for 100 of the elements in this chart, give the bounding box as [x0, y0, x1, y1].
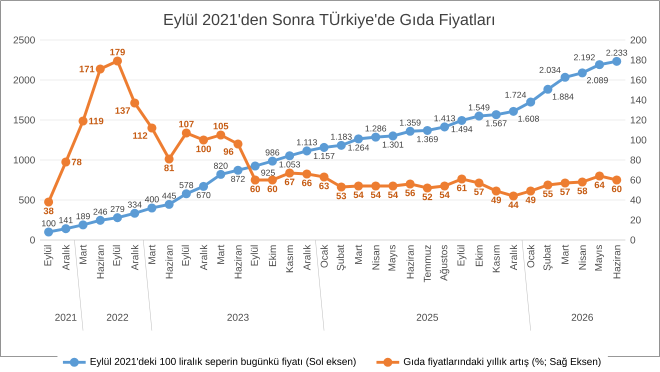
- point: [371, 132, 380, 142]
- data-label: 986: [266, 149, 280, 156]
- point: [147, 123, 156, 132]
- point: [216, 130, 226, 140]
- data-label: 78: [72, 158, 82, 166]
- data-label: 105: [214, 122, 228, 130]
- data-label: 53: [336, 192, 346, 200]
- point: [44, 197, 54, 206]
- data-label: 279: [110, 206, 124, 212]
- x-tick-label: Mayıs: [595, 244, 604, 270]
- point: [199, 182, 208, 191]
- point: [354, 181, 364, 190]
- x-tick-label: Haziran: [234, 245, 242, 278]
- point: [612, 56, 622, 66]
- x-tick-label: Eylül: [457, 245, 466, 266]
- y2-tick-label: 20: [630, 216, 641, 224]
- text: 2023: [227, 314, 249, 321]
- x-tick-label: Mart: [562, 244, 569, 264]
- y-tick-label: 2000: [14, 76, 35, 84]
- point: [440, 181, 450, 190]
- text: 2021: [55, 314, 76, 321]
- point: [560, 72, 570, 82]
- point: [578, 177, 587, 186]
- y2-tick-label: 120: [630, 116, 646, 124]
- point: [147, 203, 156, 212]
- point: [96, 216, 105, 225]
- data-label: 1.157: [314, 152, 334, 159]
- data-label: 1.567: [486, 120, 507, 126]
- data-label: 1.884: [552, 93, 574, 100]
- legend-label: Eylül 2021'deki 100 liralık seperin bugünkü fiyatı (Sol eksen): [90, 358, 356, 367]
- point: [560, 178, 570, 188]
- point: [336, 182, 346, 192]
- point: [164, 154, 174, 164]
- point: [371, 181, 380, 190]
- y2-tick-label: 180: [630, 56, 646, 64]
- data-label: 445: [162, 192, 176, 199]
- y2-tick-label: 0: [630, 236, 636, 244]
- point: [526, 186, 536, 196]
- data-label: 54: [370, 191, 381, 198]
- x-tick-label: Eylül: [112, 245, 122, 266]
- data-label: 2.233: [606, 49, 628, 56]
- data-label: 54: [388, 191, 398, 198]
- x-tick-label: Nisan: [372, 245, 380, 270]
- data-label: 189: [76, 213, 90, 220]
- point: [250, 175, 260, 184]
- data-label: 179: [110, 48, 125, 56]
- data-label: 872: [231, 176, 245, 182]
- data-label: 1.264: [348, 144, 370, 150]
- x-tick-label: Eylül: [250, 245, 260, 266]
- point: [320, 142, 329, 152]
- data-label: 1.183: [331, 133, 352, 140]
- data-label: 2.089: [587, 77, 608, 84]
- y-tick-label: 0: [30, 236, 35, 244]
- data-label: 60: [268, 185, 278, 192]
- data-label: 1.359: [400, 119, 421, 126]
- point: [457, 174, 466, 184]
- point: [474, 111, 484, 120]
- data-label: 334: [128, 201, 142, 208]
- x-tick-label: Kasım: [492, 245, 500, 272]
- point: [354, 134, 364, 144]
- x-tick-label: Ocak: [320, 244, 328, 268]
- point: [78, 220, 88, 230]
- y2-tick-label: 100: [630, 136, 646, 144]
- data-label: 578: [179, 182, 194, 188]
- data-label: 1.549: [468, 104, 490, 110]
- data-label: 1.608: [518, 115, 539, 122]
- data-label: 38: [44, 207, 54, 214]
- data-label: 52: [422, 193, 432, 200]
- x-tick-label: Eylül: [44, 245, 54, 266]
- point: [285, 168, 294, 178]
- y2-tick-label: 60: [630, 176, 641, 184]
- point: [457, 116, 466, 125]
- data-label: 820: [214, 162, 228, 169]
- y2-tick-label: 200: [630, 36, 646, 44]
- point: [422, 183, 432, 192]
- data-label: 1.494: [452, 126, 472, 132]
- data-label: 60: [250, 185, 260, 192]
- data-label: 137: [115, 107, 130, 114]
- point: [302, 146, 312, 156]
- data-label: 1.369: [417, 136, 438, 142]
- data-label: 112: [133, 132, 148, 139]
- point: [285, 151, 294, 160]
- x-tick-label: Mayıs: [388, 244, 398, 270]
- data-label: 119: [89, 118, 104, 124]
- data-label: 2.192: [574, 54, 595, 60]
- data-label: 63: [319, 182, 329, 190]
- data-label: 49: [526, 196, 536, 204]
- data-label: 107: [179, 120, 194, 128]
- y-tick-label: 500: [19, 196, 35, 204]
- data-label: 57: [560, 188, 570, 195]
- text: 2026: [572, 314, 593, 321]
- point: [268, 156, 277, 166]
- point: [182, 189, 191, 198]
- point: [543, 84, 552, 94]
- point: [78, 116, 88, 126]
- data-label: 55: [542, 190, 553, 197]
- point: [216, 170, 226, 179]
- data-label: 67: [284, 178, 294, 186]
- x-tick-label: Temmuz: [424, 245, 431, 282]
- data-label: 1.413: [434, 115, 456, 122]
